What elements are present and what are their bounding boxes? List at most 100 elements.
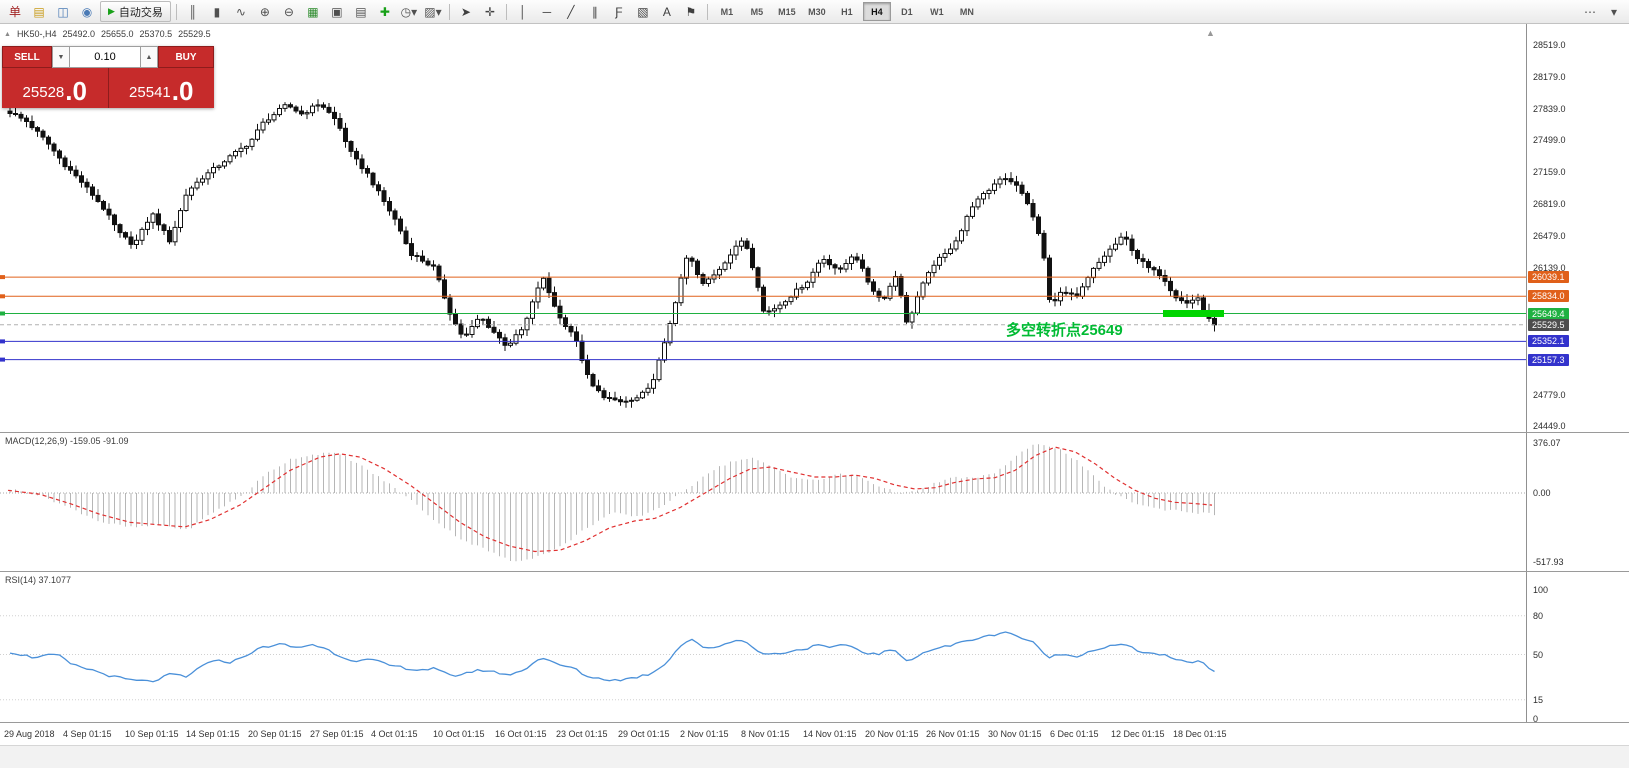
rsi-panel: RSI(14) 37.1077 [0, 572, 1526, 722]
line-chart-icon[interactable]: ∿ [235, 4, 246, 19]
new-order-icon[interactable]: 单 [8, 5, 21, 19]
time-axis-label: 20 Nov 01:15 [865, 729, 919, 739]
price-axis-label: 26139.0 [1533, 263, 1566, 273]
price-badge: 26039.1 [1528, 271, 1569, 283]
time-axis-label: 12 Dec 01:15 [1111, 729, 1165, 739]
price-axis-label: 26819.0 [1533, 199, 1566, 209]
buy-price-pips: .0 [171, 76, 194, 106]
bar-chart-icon[interactable]: ║ [188, 4, 198, 19]
sell-price-pips: .0 [65, 76, 87, 106]
timeframe-m30[interactable]: M30 [808, 6, 826, 17]
channel-icon[interactable]: ∥ [591, 4, 598, 19]
autotrade-button[interactable]: ▶ 自动交易 [100, 1, 171, 22]
data-window-icon[interactable]: ◫ [57, 4, 69, 19]
rsi-axis-label: 15 [1533, 695, 1544, 705]
trendline-icon[interactable]: ╱ [567, 4, 575, 19]
periods-icon[interactable]: ◷▾ [400, 4, 418, 19]
volume-input[interactable] [70, 46, 140, 68]
rsi-axis-label: 80 [1533, 611, 1544, 621]
time-axis-label: 18 Dec 01:15 [1173, 729, 1227, 739]
toolbar-separator [448, 3, 450, 20]
price-axis-label: 28179.0 [1533, 72, 1566, 82]
buy-price[interactable]: 25541 .0 [108, 68, 214, 108]
timeframe-m15[interactable]: M15 [778, 6, 796, 17]
timeframe-m5[interactable]: M5 [750, 6, 764, 17]
time-axis-label: 30 Nov 01:15 [988, 729, 1042, 739]
rsi-axis-label: 0 [1533, 714, 1539, 724]
time-axis-label: 23 Oct 01:15 [556, 729, 608, 739]
collapse-icon[interactable]: ▲ [4, 30, 11, 38]
panel-divider[interactable] [0, 571, 1629, 572]
more-tools-icon[interactable]: ⋯ [1584, 4, 1596, 19]
candlestick-canvas[interactable] [0, 24, 1526, 432]
time-axis-label: 8 Nov 01:15 [741, 729, 790, 739]
chart-shift-marker[interactable]: ▲ [1206, 28, 1215, 38]
price-axis-label: 28519.0 [1533, 40, 1566, 50]
volume-increase-button[interactable]: ▲ [140, 46, 158, 68]
text-icon[interactable]: A [662, 4, 671, 19]
indicators-icon[interactable]: ✚ [379, 4, 390, 19]
zoom-in-icon[interactable]: ⊕ [259, 4, 270, 19]
sell-price-main: 25528 [22, 84, 65, 101]
price-badge: 25157.3 [1528, 354, 1569, 366]
toolbar-options-icon[interactable]: ▾ [1610, 4, 1618, 19]
timeframe-h4[interactable]: H4 [862, 2, 891, 21]
price-axis-label: 27839.0 [1533, 104, 1566, 114]
sell-price[interactable]: 25528 .0 [2, 68, 109, 108]
macd-label: MACD(12,26,9) -159.05 -91.09 [5, 436, 129, 446]
arrows-icon[interactable]: ⚑ [685, 4, 697, 19]
timeframe-m1[interactable]: M1 [720, 6, 734, 17]
buy-button[interactable]: BUY [158, 46, 214, 68]
market-watch-icon[interactable]: ▤ [33, 4, 45, 19]
shapes-icon[interactable]: ▧ [637, 4, 649, 19]
tile-windows-icon[interactable]: ▤ [355, 4, 367, 19]
macd-axis-label: -517.93 [1533, 557, 1564, 567]
time-axis[interactable]: 29 Aug 2018 4 Sep 01:15 10 Sep 01:15 14 Sep… [0, 723, 1629, 745]
new-chart-icon[interactable]: ▦ [307, 4, 319, 19]
symbol-label: HK50-,H4 [16, 29, 57, 39]
open-value: 25492.0 [62, 29, 95, 39]
time-axis-label: 10 Oct 01:15 [433, 729, 485, 739]
time-axis-label: 20 Sep 01:15 [248, 729, 302, 739]
time-axis-label: 16 Oct 01:15 [495, 729, 547, 739]
zoom-out-icon[interactable]: ⊖ [283, 4, 294, 19]
price-badge: 25834.0 [1528, 290, 1569, 302]
fibonacci-icon[interactable]: Ƒ [615, 4, 623, 19]
time-axis-label: 4 Sep 01:15 [63, 729, 112, 739]
navigator-icon[interactable]: ◉ [81, 4, 93, 19]
time-axis-label: 27 Sep 01:15 [310, 729, 364, 739]
toolbar: 单 ▤ ◫ ◉ ▶ 自动交易 ║ ▮ ∿ ⊕ ⊖ ▦ ▣ ▤ ✚ ◷▾ ▨▾ ➤ ✛ │ ─ ╱ ∥ Ƒ ▧ A ⚑ M1 M5 M15 M… [0, 0, 1629, 24]
time-axis-label: 4 Oct 01:15 [371, 729, 418, 739]
price-axis-label: 27499.0 [1533, 135, 1566, 145]
volume-decrease-button[interactable]: ▼ [52, 46, 70, 68]
horizontal-line-icon[interactable]: ─ [542, 4, 552, 19]
macd-canvas[interactable] [0, 433, 1526, 571]
macd-panel: MACD(12,26,9) -159.05 -91.09 [0, 433, 1526, 571]
buy-price-main: 25541 [129, 84, 171, 101]
price-axis[interactable]: 28519.0 28179.0 27839.0 27499.0 27159.0 26819… [1526, 24, 1629, 745]
panel-divider[interactable] [0, 722, 1629, 723]
time-axis-label: 2 Nov 01:15 [680, 729, 729, 739]
price-axis-label: 24449.0 [1533, 421, 1566, 431]
vertical-line-icon[interactable]: │ [519, 4, 527, 19]
rsi-axis-label: 50 [1533, 650, 1544, 660]
cursor-icon[interactable]: ➤ [460, 4, 471, 19]
panel-divider[interactable] [0, 432, 1629, 433]
sell-button[interactable]: SELL [2, 46, 52, 68]
chart-header: ▲ HK50-,H4 25492.0 25655.0 25370.5 25529… [4, 29, 211, 39]
crosshair-icon[interactable]: ✛ [484, 4, 495, 19]
candlestick-chart-icon[interactable]: ▮ [213, 4, 221, 19]
high-value: 25655.0 [101, 29, 134, 39]
chart-annotation[interactable]: 多空转折点25649 [1006, 322, 1123, 339]
timeframe-mn[interactable]: MN [959, 6, 974, 17]
cascade-windows-icon[interactable]: ▣ [331, 4, 343, 19]
rsi-label: RSI(14) 37.1077 [5, 575, 72, 585]
timeframe-w1[interactable]: W1 [930, 6, 944, 17]
price-badge: 25529.5 [1528, 319, 1569, 331]
close-value: 25529.5 [178, 29, 211, 39]
rsi-canvas[interactable] [0, 572, 1526, 722]
templates-icon[interactable]: ▨▾ [424, 4, 442, 19]
timeframe-d1[interactable]: D1 [901, 6, 913, 17]
timeframe-h1[interactable]: H1 [841, 6, 853, 17]
